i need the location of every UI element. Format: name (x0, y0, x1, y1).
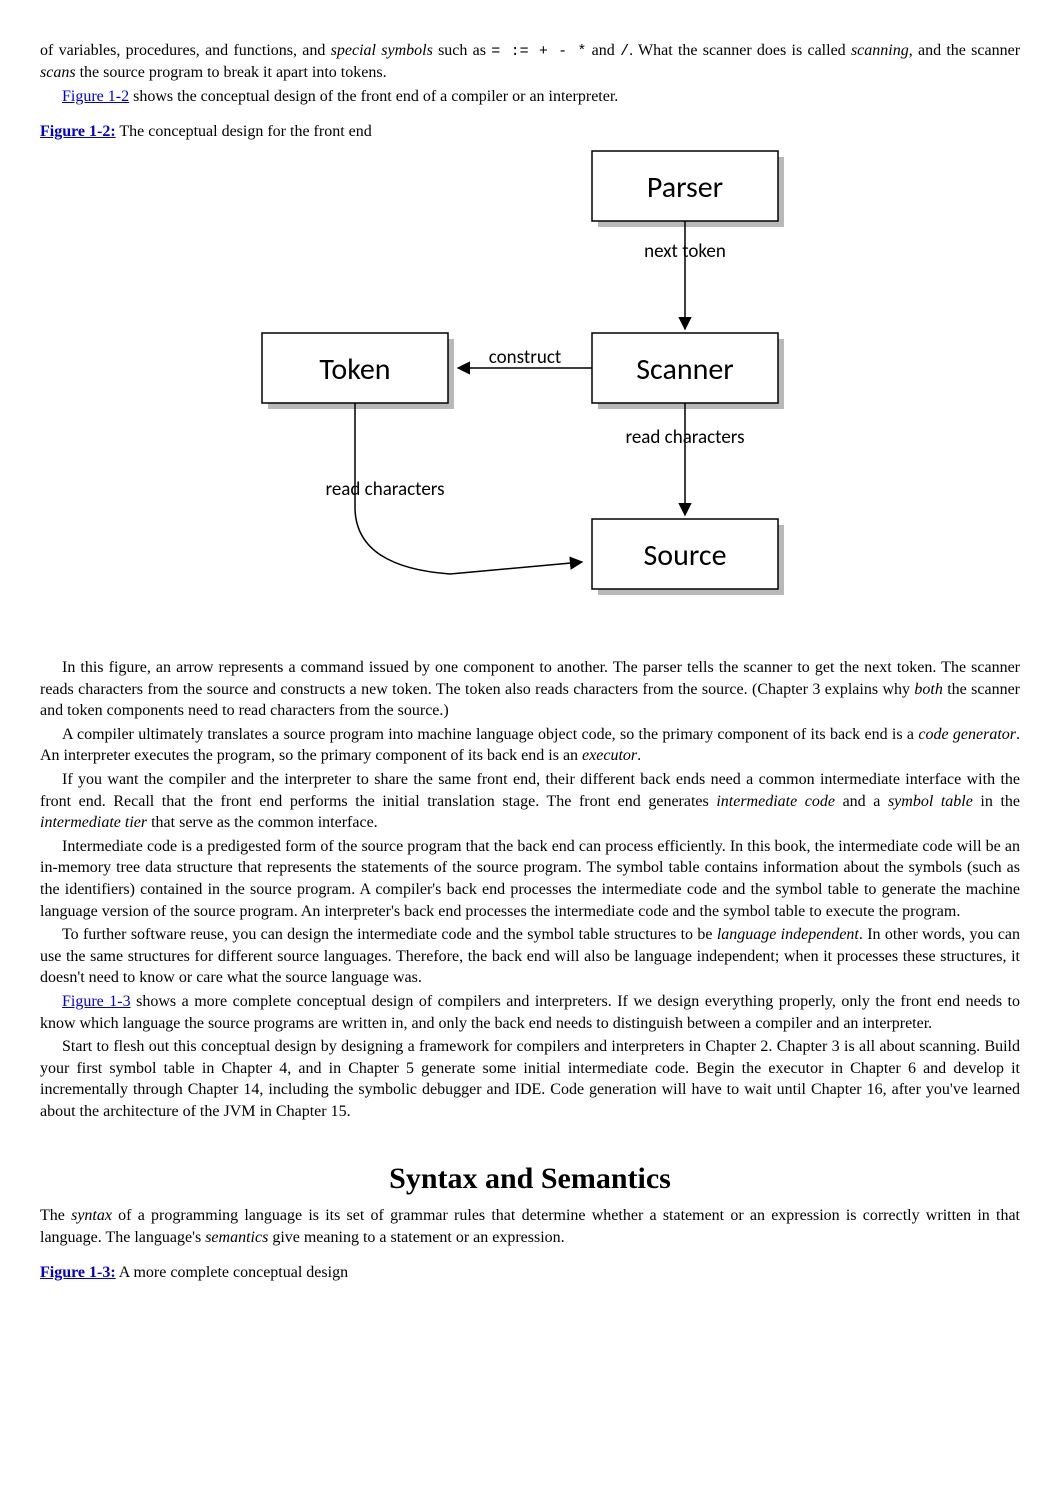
text: , and the scanner (909, 42, 1020, 59)
paragraph-fig13-ref: Figure 1-3 shows a more complete concept… (40, 991, 1020, 1034)
text: To further software reuse, you can desig… (62, 926, 717, 943)
text: The (40, 1207, 71, 1224)
token-label: Token (319, 351, 390, 388)
text: . What the scanner does is called (629, 42, 851, 59)
paragraph-shared-frontend: If you want the compiler and the interpr… (40, 769, 1020, 834)
figure-1-3-caption-text: A more complete conceptual design (116, 1264, 348, 1281)
figure-1-2-caption-text: The conceptual design for the front end (116, 123, 372, 140)
text: such as (433, 42, 491, 59)
figure-1-2-diagram: Parser next token Scanner Token construc… (40, 147, 1020, 637)
scans-term: scans (40, 64, 76, 81)
symbols-code: = := + - * (491, 43, 586, 60)
figure-1-3-link[interactable]: Figure 1-3 (62, 993, 131, 1010)
text: in the (973, 793, 1020, 810)
paragraph-intro: of variables, procedures, and functions,… (40, 40, 1020, 84)
paragraph-syntax-semantics: The syntax of a programming language is … (40, 1205, 1020, 1248)
text: the source program to break it apart int… (76, 64, 387, 81)
text: In this figure, an arrow represents a co… (40, 659, 1020, 698)
symbols-code-2: / (620, 43, 629, 60)
parser-label: Parser (647, 169, 723, 206)
figure-1-2-label-link[interactable]: Figure 1-2: (40, 123, 116, 140)
intermediate-tier-term: intermediate tier (40, 814, 147, 831)
language-independent-term: language independent (717, 926, 859, 943)
paragraph-language-independent: To further software reuse, you can desig… (40, 924, 1020, 989)
figure-1-2-caption: Figure 1-2: The conceptual design for th… (40, 121, 1020, 143)
paragraph-fig12-ref: Figure 1-2 shows the conceptual design o… (40, 86, 1020, 108)
executor-term: executor (582, 747, 637, 764)
intermediate-code-term: intermediate code (716, 793, 835, 810)
text: that serve as the common interface. (147, 814, 378, 831)
code-generator-term: code generator (918, 726, 1016, 743)
figure-1-2-link[interactable]: Figure 1-2 (62, 88, 129, 105)
text: . (637, 747, 641, 764)
text: shows a more complete conceptual design … (40, 993, 1020, 1032)
paragraph-compiler: A compiler ultimately translates a sourc… (40, 724, 1020, 767)
semantics-term: semantics (205, 1229, 268, 1246)
text: shows the conceptual design of the front… (129, 88, 618, 105)
text: A compiler ultimately translates a sourc… (62, 726, 918, 743)
scanner-label: Scanner (636, 351, 734, 388)
symbol-table-term: symbol table (888, 793, 973, 810)
edge-read-chars-label: read characters (625, 426, 744, 449)
figure-1-3-caption: Figure 1-3: A more complete conceptual d… (40, 1262, 1020, 1284)
paragraph-intermediate-code: Intermediate code is a predigested form … (40, 836, 1020, 922)
section-title: Syntax and Semantics (40, 1159, 1020, 1200)
text: of variables, procedures, and functions,… (40, 42, 331, 59)
figure-1-3-label-link[interactable]: Figure 1-3: (40, 1264, 116, 1281)
paragraph-figure-explain: In this figure, an arrow represents a co… (40, 657, 1020, 722)
text: give meaning to a statement or an expres… (268, 1229, 564, 1246)
syntax-term: syntax (71, 1207, 112, 1224)
text: and (586, 42, 620, 59)
scanning-term: scanning (851, 42, 909, 59)
edge-construct-label: construct (489, 346, 562, 369)
edge-read-chars-2-label: read characters (325, 478, 444, 501)
text: and a (835, 793, 888, 810)
paragraph-chapter-roadmap: Start to flesh out this conceptual desig… (40, 1036, 1020, 1122)
source-label: Source (644, 537, 727, 574)
both-term: both (914, 681, 942, 698)
special-symbols: special symbols (331, 42, 433, 59)
edge-next-token-label: next token (644, 240, 726, 263)
